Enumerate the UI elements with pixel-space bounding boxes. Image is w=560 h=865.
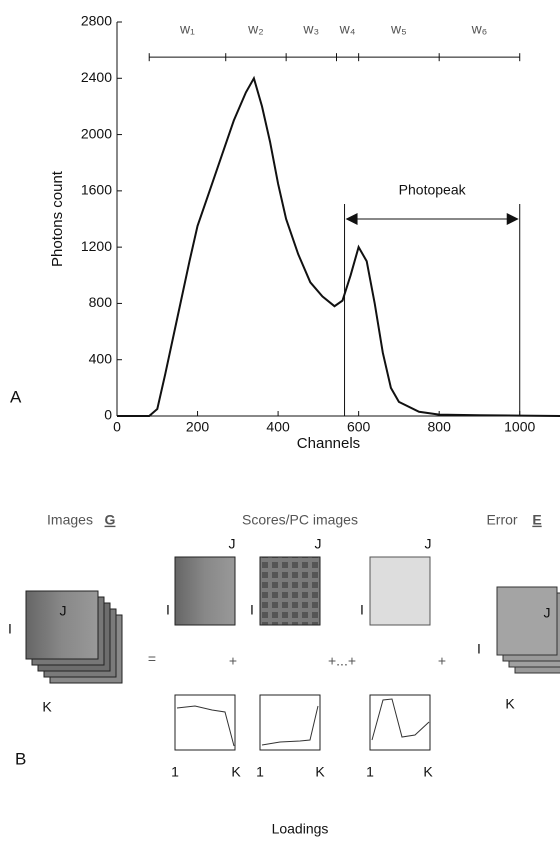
panel-label: B (15, 749, 26, 768)
dim-label: I (360, 602, 364, 618)
loading-axis-label: 1 (171, 764, 179, 780)
x-tick-label: 200 (186, 419, 210, 435)
y-tick-label: 2000 (81, 125, 112, 141)
window-label: w₃ (302, 21, 319, 37)
dim-label: I (8, 621, 12, 637)
operator: +...+ (328, 653, 356, 669)
operator: + (229, 653, 237, 669)
y-tick-label: 2800 (81, 13, 112, 29)
loadings-title: Loadings (272, 821, 329, 837)
y-tick-label: 1600 (81, 182, 112, 198)
spectrum-line (117, 78, 560, 416)
loading-axis-label: K (423, 764, 433, 780)
window-label: w₆ (471, 21, 488, 37)
operator: + (438, 653, 446, 669)
x-tick-label: 0 (113, 419, 121, 435)
loading-axis-label: K (231, 764, 241, 780)
panel-label: A (10, 387, 22, 406)
window-label: w₂ (247, 21, 264, 37)
operator: = (148, 651, 156, 667)
dim-label: I (166, 602, 170, 618)
dim-label: K (505, 696, 515, 712)
y-tick-label: 2400 (81, 69, 112, 85)
images-symbol: G (105, 512, 116, 528)
dim-label: K (42, 699, 52, 715)
error-title: Error (486, 512, 517, 528)
error-symbol: E (532, 512, 541, 528)
photopeak-label: Photopeak (399, 182, 467, 198)
x-tick-label: 600 (347, 419, 371, 435)
window-label: w₁ (179, 21, 195, 37)
dim-label: J (315, 536, 322, 552)
x-tick-label: 800 (428, 419, 452, 435)
y-tick-label: 400 (89, 350, 113, 366)
x-axis-label: Channels (297, 435, 360, 452)
x-tick-label: 1000 (504, 419, 535, 435)
dim-label: I (250, 602, 254, 618)
dim-label: J (544, 605, 551, 621)
dim-label: J (229, 536, 236, 552)
y-tick-label: 800 (89, 294, 113, 310)
window-label: w₅ (390, 21, 407, 37)
scores-title: Scores/PC images (242, 512, 358, 528)
dim-label: J (425, 536, 432, 552)
loading-axis-label: 1 (256, 764, 264, 780)
dim-label: I (477, 641, 481, 657)
images-title: Images (47, 512, 93, 528)
y-axis-label: Photons count (49, 170, 66, 267)
x-tick-label: 400 (266, 419, 290, 435)
loading-axis-label: 1 (366, 764, 374, 780)
y-tick-label: 0 (104, 407, 112, 423)
y-tick-label: 1200 (81, 238, 112, 254)
dim-label: J (60, 603, 67, 619)
figure: 0 400 800 1200 1600 2000 2400 2800 0 200 400 600 800… (0, 0, 560, 865)
window-label: w₄ (339, 21, 356, 37)
loading-axis-label: K (315, 764, 325, 780)
